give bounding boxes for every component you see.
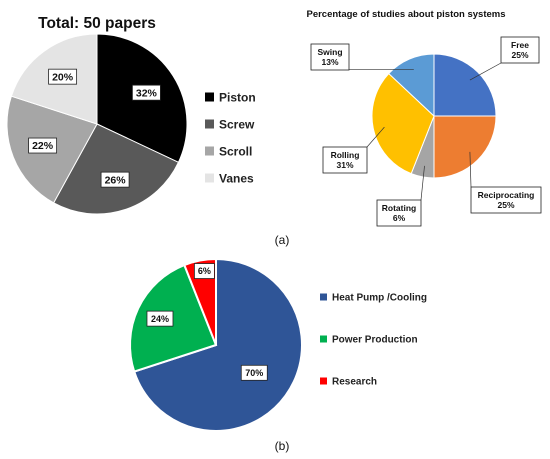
chart1-legend-swatch-screw <box>205 119 214 129</box>
chart2-slice-reciprocating <box>433 115 497 179</box>
chart1-label-scroll-box <box>28 137 58 154</box>
chart2-callout-rotating-text: Rotating <box>382 203 416 213</box>
caption-a: (a) <box>275 233 290 247</box>
chart2-callout-rotating-text: 6% <box>393 213 406 223</box>
chart-applications: 70% 24% 6% Heat Pump /Cooling Power Product… <box>129 257 427 432</box>
chart2-leader-rolling <box>366 126 385 148</box>
chart1-title: Total: 50 papers <box>38 15 156 32</box>
chart3-label-power-production-text: 24% <box>151 314 169 324</box>
chart2-callout-reciprocating-text: Reciprocating <box>478 190 535 200</box>
chart2-callout-rolling-text: 31% <box>336 160 353 170</box>
chart2-leader-rotating <box>420 165 425 201</box>
chart2-callout-reciprocating-box <box>470 186 542 214</box>
chart2-slice-rolling <box>371 72 435 175</box>
chart3-label-research-box <box>193 263 215 279</box>
chart2-slices <box>371 53 497 179</box>
chart2-callout-free-text: Free <box>511 40 529 50</box>
chart3-label-heat-pump-cooling: 70% <box>240 364 268 381</box>
chart2-callout-free-text: 25% <box>511 50 528 60</box>
chart1-legend-swatch-scroll <box>205 146 214 156</box>
chart2-slice-free <box>433 53 497 117</box>
chart2-leader-reciprocating <box>469 151 472 188</box>
chart2-callout-swing-text: Swing <box>317 47 342 57</box>
chart1-label-scroll-text: 22% <box>32 140 54 152</box>
chart1-label-piston: 32% <box>131 84 161 101</box>
chart2-title: Percentage of studies about piston syste… <box>306 9 505 20</box>
chart1-label-screw-box <box>100 171 130 188</box>
chart1-label-vanes-text: 20% <box>52 71 74 83</box>
chart1-label-scroll: 22% <box>28 137 58 154</box>
chart1-label-piston-text: 32% <box>136 87 158 99</box>
chart3-data-labels: 70% 24% 6% <box>146 263 268 381</box>
chart3-legend-label-research: Research <box>332 377 377 388</box>
chart2-callout-rolling-box <box>322 146 368 174</box>
chart1-label-vanes-box <box>48 68 78 85</box>
chart2-callout-rotating-box <box>376 199 422 227</box>
chart3-legend-swatch-research <box>320 377 327 385</box>
chart3-label-research-text: 6% <box>198 266 211 276</box>
chart1-label-vanes: 20% <box>48 68 78 85</box>
chart3-slice-heat-pump-cooling <box>132 257 303 432</box>
chart1-label-piston-box <box>131 84 161 101</box>
chart1-label-screw-text: 26% <box>105 174 127 186</box>
chart3-legend-label-power-production: Power Production <box>332 335 418 346</box>
chart3-legend-swatch-heat-pump-cooling <box>320 293 327 301</box>
chart2-callout-free-box <box>500 36 540 64</box>
chart1-legend: Piston Screw Scroll Vanes <box>205 91 256 186</box>
chart2-callouts: Free25%Reciprocating25%Rotating6%Rolling… <box>310 36 542 227</box>
chart1-label-screw: 26% <box>100 171 130 188</box>
chart3-slice-research <box>183 257 217 346</box>
chart1-legend-swatch-piston <box>205 92 214 102</box>
chart-piston-systems: Percentage of studies about piston syste… <box>306 9 542 227</box>
chart1-data-labels: 32% 26% 22% 20% <box>28 68 161 188</box>
chart3-slices <box>129 257 303 432</box>
chart1-slices <box>6 33 188 215</box>
chart2-callout-reciprocating-text: 25% <box>497 200 514 210</box>
caption-b: (b) <box>275 439 290 453</box>
chart3-label-power-production-box <box>146 310 174 327</box>
chart2-leader-free <box>469 62 502 81</box>
chart-total-papers: Total: 50 papers 32% 26% 22% 20% Piston Scre… <box>6 15 256 215</box>
chart1-legend-swatch-vanes <box>205 173 214 183</box>
chart1-legend-label-screw: Screw <box>219 118 255 132</box>
chart3-legend-swatch-power-production <box>320 335 327 343</box>
chart3-label-research: 6% <box>193 263 215 279</box>
chart3-legend-label-heat-pump-cooling: Heat Pump /Cooling <box>332 293 427 304</box>
chart1-legend-label-scroll: Scroll <box>219 145 252 159</box>
chart3-label-heat-pump-cooling-box <box>240 364 268 381</box>
chart2-callout-swing-box <box>310 43 350 71</box>
chart3-label-heat-pump-cooling-text: 70% <box>245 368 263 378</box>
chart1-legend-label-piston: Piston <box>219 91 256 105</box>
chart2-callout-swing-text: 13% <box>321 57 338 67</box>
chart1-legend-label-vanes: Vanes <box>219 172 254 186</box>
chart2-callout-rolling-text: Rolling <box>331 150 360 160</box>
chart3-label-power-production: 24% <box>146 310 174 327</box>
chart3-legend: Heat Pump /Cooling Power Production Resear… <box>320 293 427 388</box>
